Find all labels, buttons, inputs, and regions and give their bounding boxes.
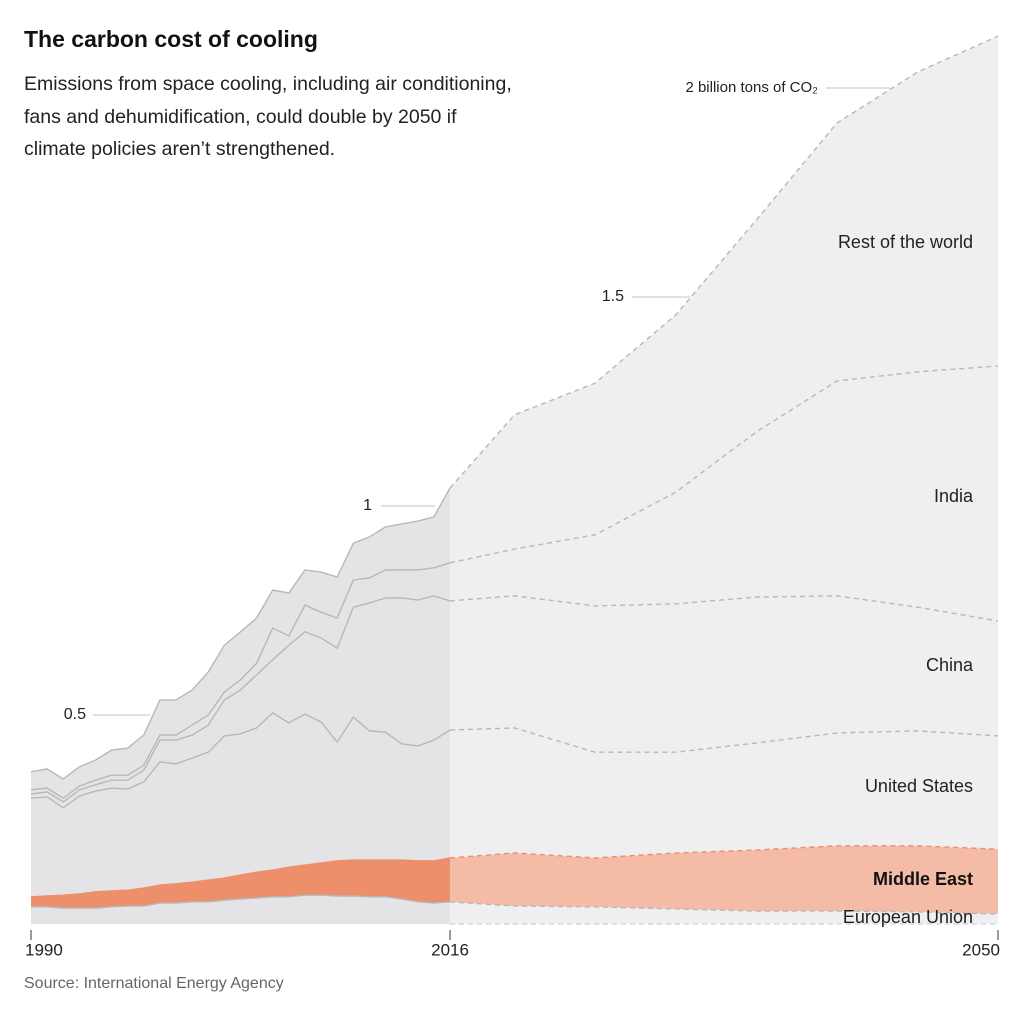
x-tick-label: 2050 [962, 940, 1000, 959]
area [450, 845, 998, 914]
area [31, 712, 451, 897]
series-label: Middle East [873, 869, 973, 889]
series-line [30, 562, 451, 800]
area [31, 595, 451, 808]
area [450, 595, 998, 753]
series-line [30, 712, 451, 809]
y-tick-label: 0.5 [64, 706, 86, 723]
area [450, 727, 998, 858]
chart-subtitle: Emissions from space cooling, including … [24, 73, 512, 160]
area [31, 562, 451, 802]
x-tick-label: 1990 [25, 940, 63, 959]
area [450, 36, 998, 563]
chart-title: The carbon cost of cooling [24, 26, 318, 52]
series-label: Rest of the world [838, 232, 973, 252]
y-tick-label: 1.5 [602, 288, 624, 305]
y-tick-label: 1 [363, 497, 372, 514]
series-line [449, 35, 999, 489]
series-line [449, 845, 999, 859]
area [31, 895, 451, 924]
series-line [449, 365, 999, 564]
x-tick-label: 2016 [431, 940, 469, 959]
series-label: United States [865, 776, 973, 796]
series-line [30, 487, 451, 780]
source-note: Source: International Energy Agency [24, 975, 284, 992]
series-label: China [926, 655, 974, 675]
series-line [31, 894, 451, 909]
area [31, 488, 451, 799]
series-line [30, 857, 451, 898]
series-label: European Union [843, 907, 973, 927]
area [450, 365, 998, 621]
y-tick-label: 2 billion tons of CO₂ [685, 79, 818, 96]
series-label: India [934, 486, 974, 506]
series-line [30, 595, 451, 803]
series-line [449, 901, 999, 915]
